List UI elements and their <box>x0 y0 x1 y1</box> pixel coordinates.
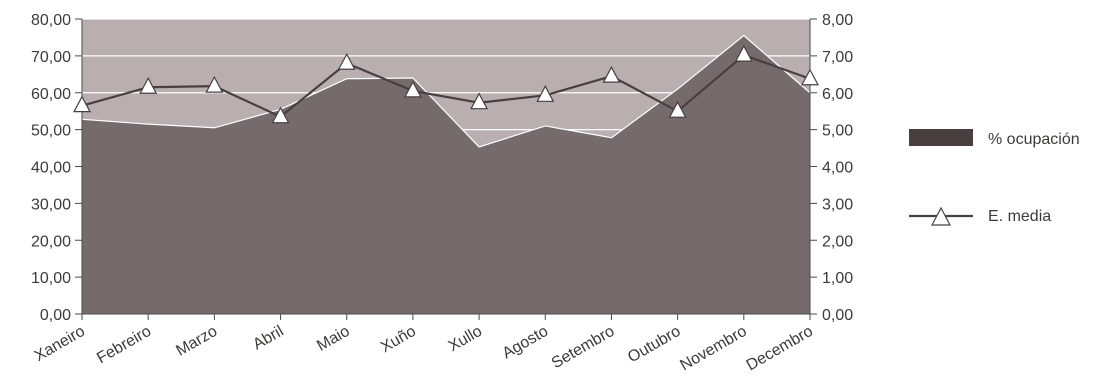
e-media-marker <box>271 106 290 124</box>
x-tick-label: Decembro <box>744 323 817 375</box>
left-tick-label: 50,00 <box>31 123 71 140</box>
x-tick-label: Abril <box>250 323 286 354</box>
legend-swatch-ocupacion <box>909 129 973 146</box>
right-ticks: 0,00 1,00 2,00 3,00 4,00 5,00 6,00 7,00 8,00 <box>810 12 853 324</box>
left-tick-label: 10,00 <box>31 270 71 287</box>
legend: % ocupación E. media <box>909 129 1080 226</box>
e-media-marker <box>73 95 91 113</box>
x-tick-label: Agosto <box>500 323 552 363</box>
x-tick-label: Febreiro <box>94 323 154 368</box>
e-media-marker <box>205 75 224 93</box>
x-ticks: Xaneiro Febreiro Marzo Abril Maio Xuño Xullo Ag… <box>32 314 816 374</box>
x-tick-label: Marzo <box>173 323 220 360</box>
x-tick-label: Xullo <box>446 323 485 356</box>
right-tick-label: 0,00 <box>822 307 853 324</box>
left-tick-label: 30,00 <box>31 196 71 213</box>
left-tick-label: 70,00 <box>31 49 71 66</box>
left-tick-label: 20,00 <box>31 233 71 250</box>
e-media-marker <box>337 52 356 70</box>
right-tick-label: 8,00 <box>822 12 853 29</box>
e-media-markers <box>73 44 819 124</box>
e-media-marker <box>536 85 555 102</box>
left-tick-label: 0,00 <box>40 307 71 324</box>
right-tick-label: 5,00 <box>822 123 853 140</box>
left-tick-label: 60,00 <box>31 86 71 103</box>
x-tick-label: Xaneiro <box>32 323 88 365</box>
legend-marker-triangle-icon <box>931 206 951 226</box>
e-media-line <box>81 53 811 119</box>
e-media-marker <box>403 80 422 98</box>
right-tick-label: 2,00 <box>822 233 853 250</box>
e-media-marker <box>734 44 753 62</box>
x-tick-label: Maio <box>314 323 353 355</box>
right-tick-label: 6,00 <box>822 86 853 103</box>
e-media-marker <box>470 92 489 110</box>
right-tick-label: 7,00 <box>822 49 853 66</box>
right-tick-label: 4,00 <box>822 160 853 177</box>
e-media-marker <box>668 100 687 118</box>
ocupacion-area <box>82 35 810 314</box>
x-tick-label: Novembro <box>677 323 750 375</box>
left-ticks: 0,00 10,00 20,00 30,00 40,00 50,00 60,00 70,00 8… <box>31 12 82 324</box>
left-tick-label: 80,00 <box>31 12 71 29</box>
legend-label-e-media: E. media <box>988 208 1051 225</box>
x-tick-label: Setembro <box>549 323 618 372</box>
x-tick-label: Outubro <box>625 323 684 367</box>
e-media-marker <box>801 68 819 86</box>
e-media-marker <box>139 76 158 94</box>
legend-label-ocupacion: % ocupación <box>988 131 1080 148</box>
area-top-outline <box>81 34 811 148</box>
x-tick-label: Xuño <box>378 323 419 356</box>
e-media-marker <box>602 65 621 83</box>
left-tick-label: 40,00 <box>31 160 71 177</box>
right-tick-label: 3,00 <box>822 196 853 213</box>
right-tick-label: 1,00 <box>822 270 853 287</box>
